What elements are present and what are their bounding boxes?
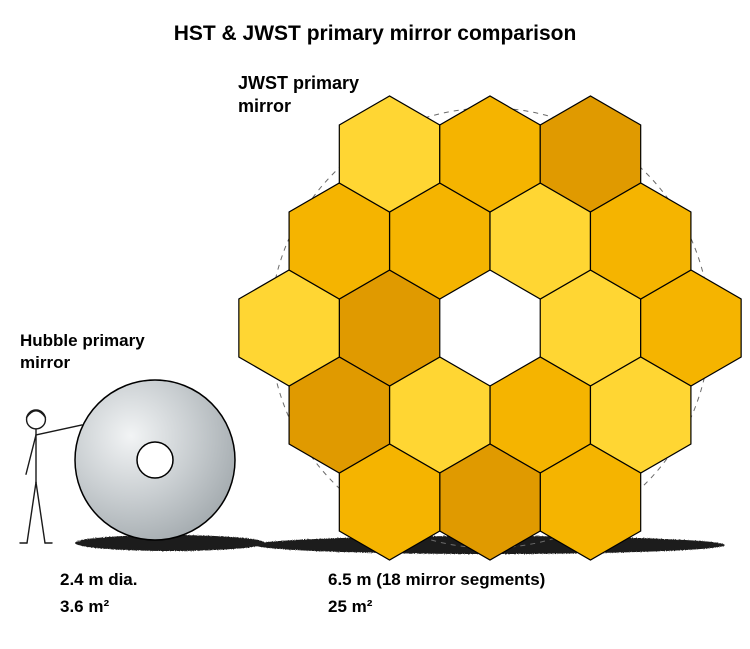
jwst-mirror bbox=[239, 96, 741, 560]
person-figure-icon bbox=[20, 410, 82, 543]
diagram-stage bbox=[0, 0, 750, 649]
hubble-mirror bbox=[75, 380, 235, 540]
